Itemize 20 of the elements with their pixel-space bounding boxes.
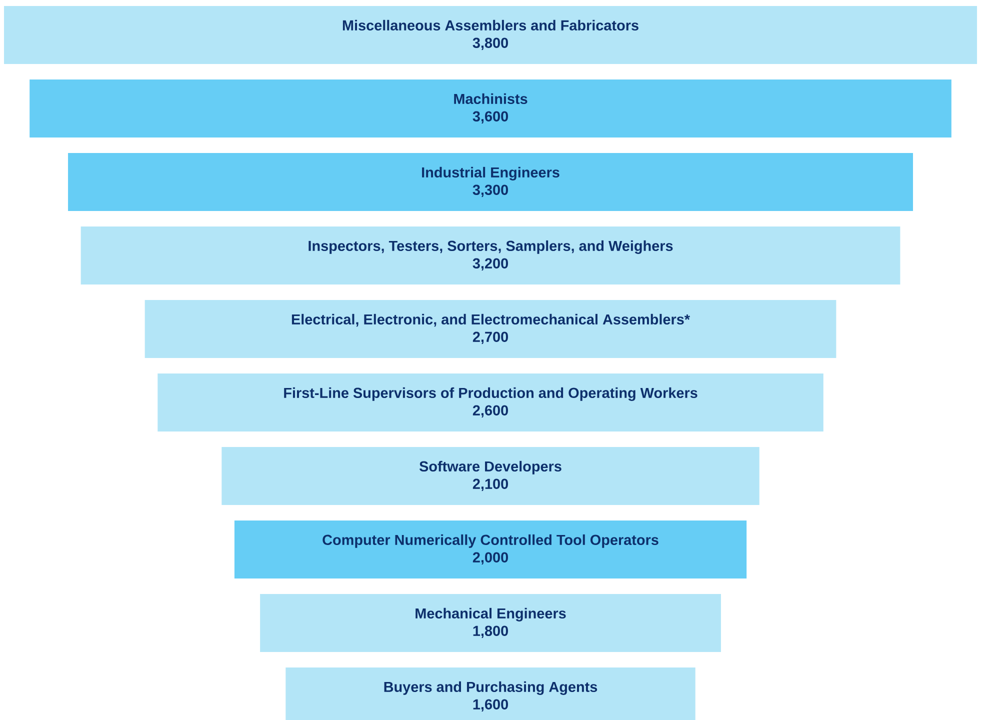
data-label: 3,600 [472,111,508,124]
category-label: Miscellaneous Assemblers and Fabricators [342,20,638,31]
category-label: Computer Numerically Controlled Tool Operators [322,534,658,548]
data-label: 1,800 [473,626,508,638]
category-label: Industrial Engineers [422,166,560,180]
data-label: 2,700 [472,332,508,344]
data-label: 3,200 [472,258,508,271]
category-label: Buyers and Purchasing Agents [384,681,598,695]
category-label: Electrical, Electronic, and Electromechanical Assemblers* [292,314,690,327]
data-label: 3,300 [472,184,508,198]
data-label: 2,100 [472,478,508,492]
category-label: Mechanical Engineers [416,608,566,622]
data-label: 3,800 [472,38,508,50]
category-label: Machinists [454,93,528,104]
category-label: First-Line Supervisors of Production and Operating Workers [284,387,698,401]
data-label: 2,600 [472,405,508,418]
category-label: Software Developers [419,460,562,474]
data-label: 1,600 [473,699,508,712]
category-label: Inspectors, Testers, Sorters, Samplers, and Weighers [308,240,673,254]
data-label: 2,000 [472,552,508,565]
